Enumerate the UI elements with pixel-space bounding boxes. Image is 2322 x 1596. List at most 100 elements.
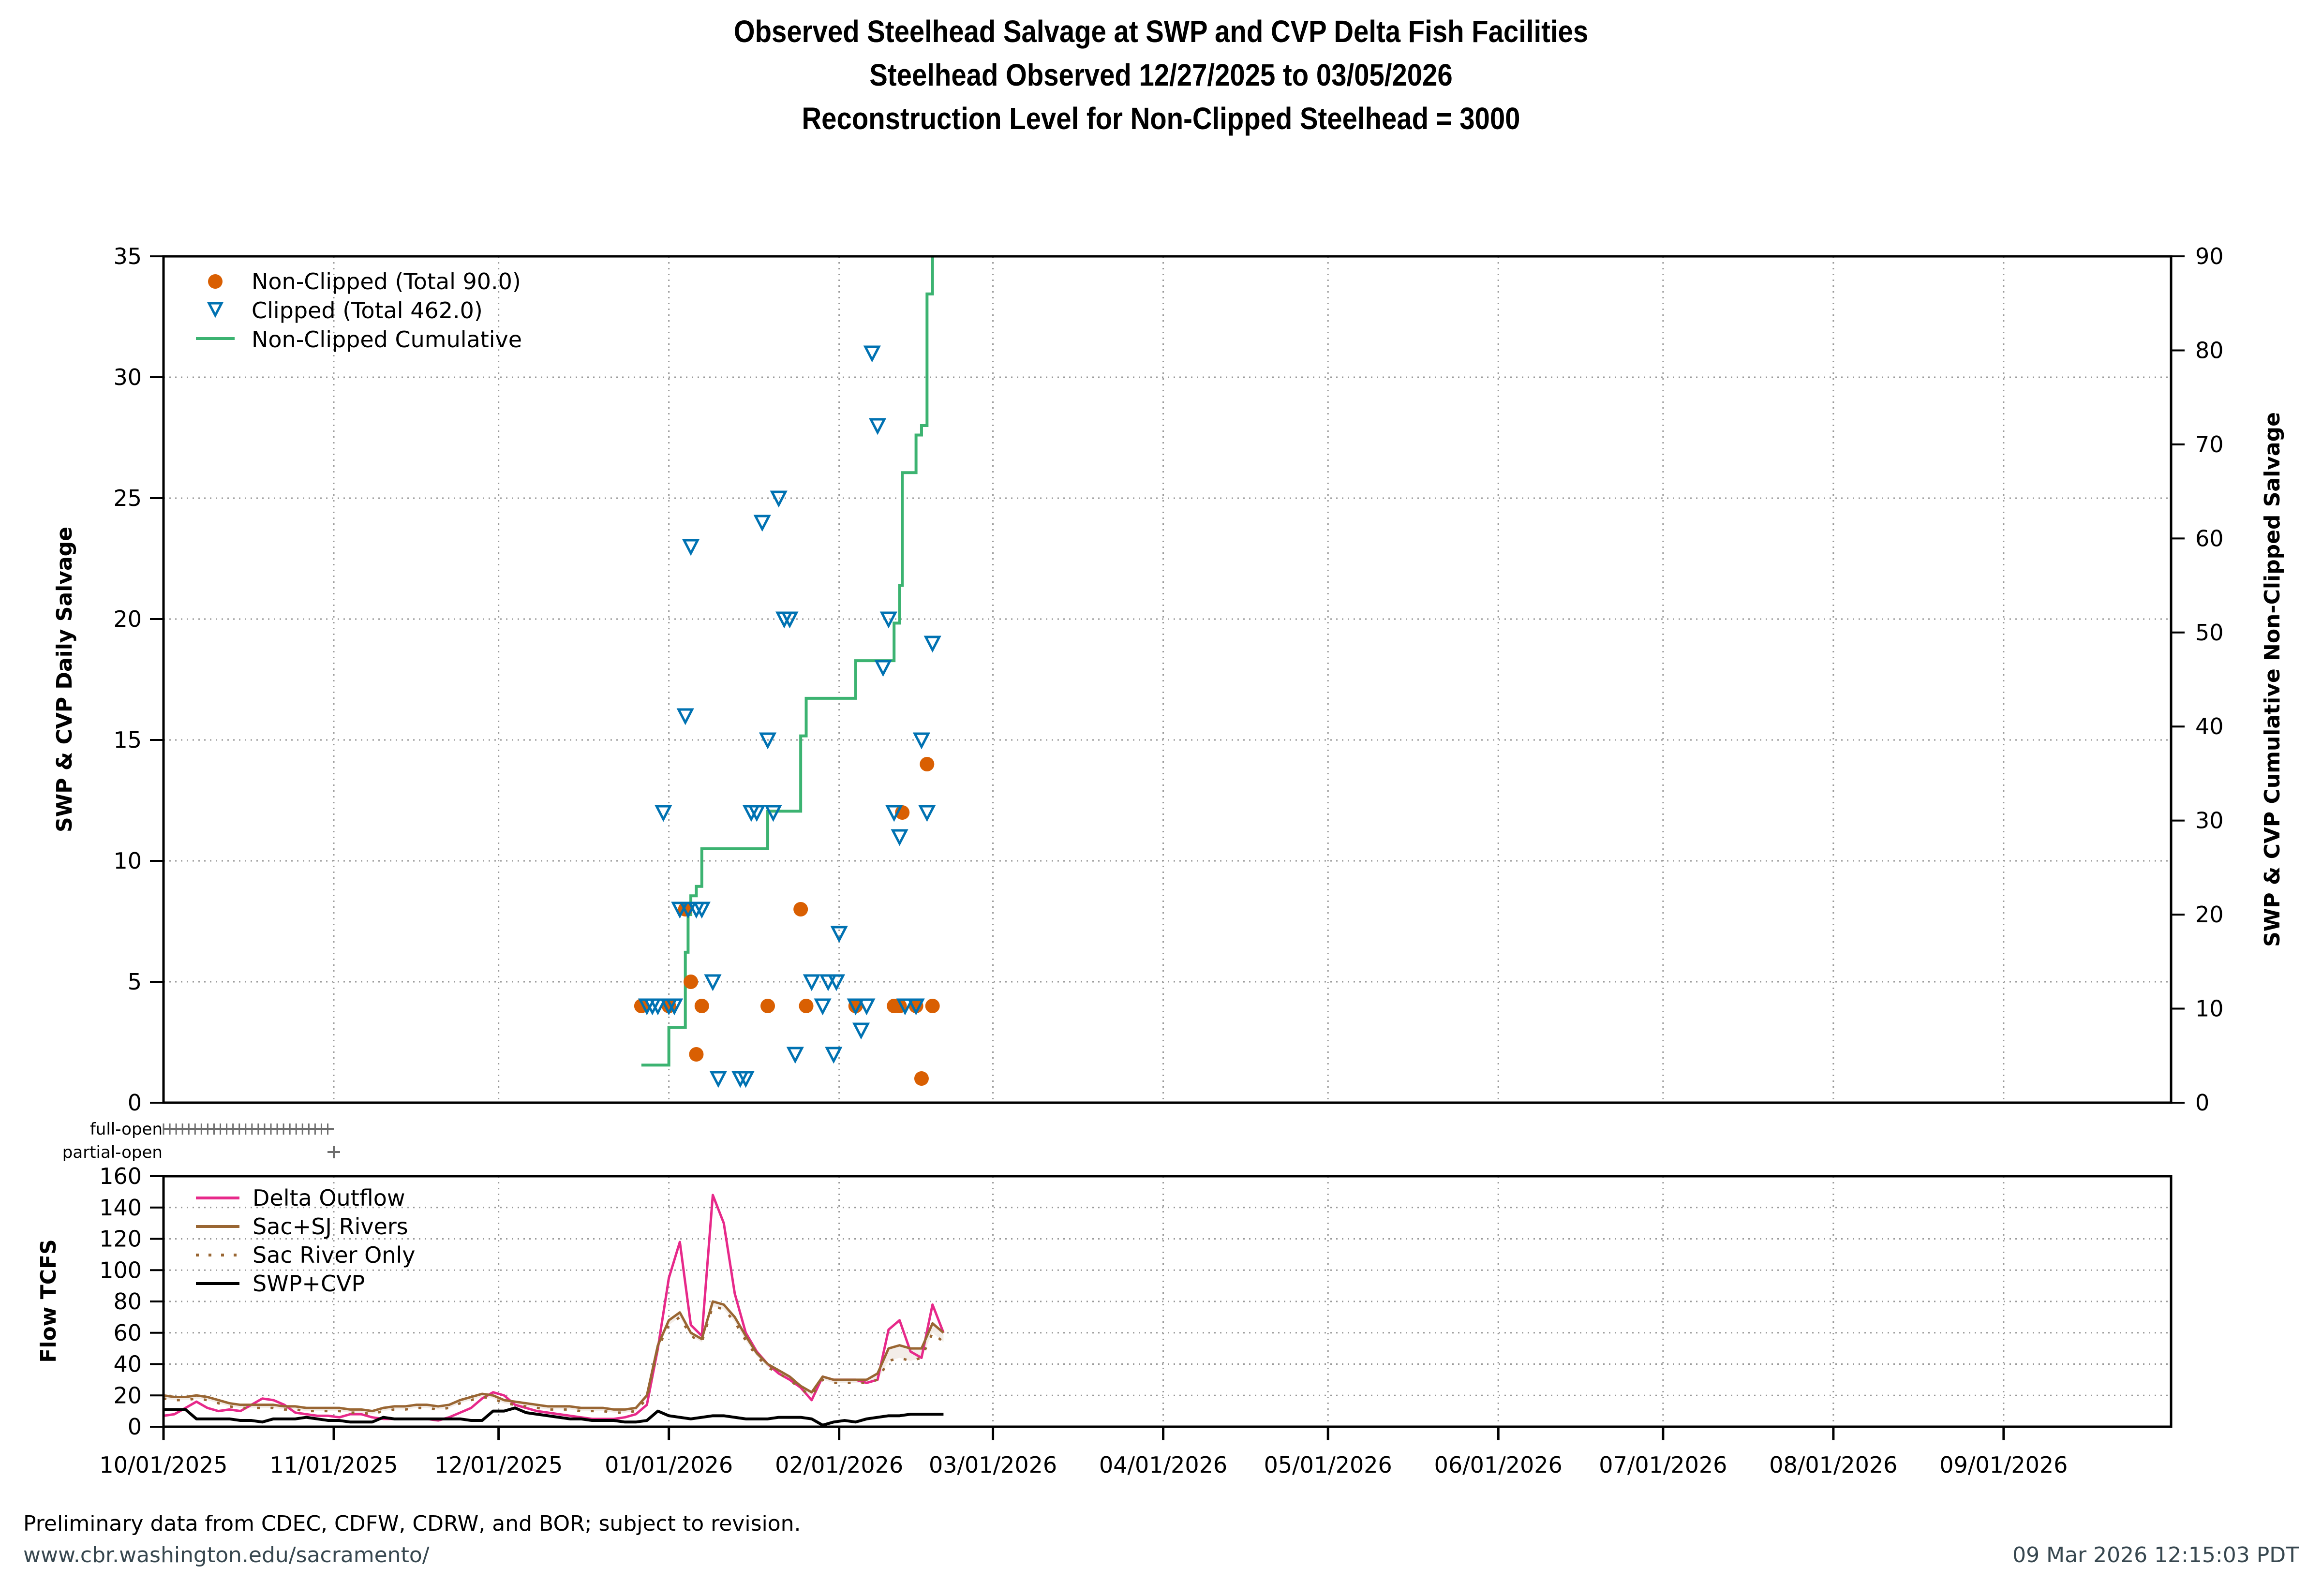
flow-y-tick-label: 100 (99, 1257, 142, 1283)
nonclipped-point (689, 1047, 704, 1062)
flow-y-tick-label: 160 (99, 1163, 142, 1189)
x-tick-label: 07/01/2026 (1599, 1452, 1727, 1478)
clipped-point (869, 418, 887, 435)
clipped-point (786, 1047, 804, 1064)
nonclipped-point (925, 999, 940, 1013)
flow-y-tick-label: 20 (113, 1382, 142, 1408)
y-axis-label-left: SWP & CVP Daily Salvage (52, 527, 77, 832)
nonclipped-point (694, 999, 709, 1013)
x-tick-label: 02/01/2026 (775, 1452, 903, 1478)
legend-clipped-label: Clipped (Total 462.0) (252, 297, 483, 324)
clipped-point (907, 998, 925, 1016)
clipped-point (803, 974, 820, 991)
source-url[interactable]: www.cbr.washington.edu/sacramento/ (23, 1543, 430, 1567)
x-tick-label: 12/01/2025 (434, 1452, 563, 1478)
legend-clipped-marker (207, 302, 224, 318)
x-tick-label: 08/01/2026 (1769, 1452, 1897, 1478)
nonclipped-point (848, 999, 863, 1013)
legend-delta-outflow-label: Delta Outflow (253, 1185, 405, 1211)
clipped-point (770, 490, 788, 508)
clipped-point (671, 901, 689, 919)
y-tick-label: 15 (113, 727, 142, 753)
nonclipped-point (908, 999, 923, 1013)
nonclipped-point (920, 757, 935, 771)
y2-tick-label: 90 (2195, 243, 2224, 269)
legend-cumulative-label: Non-Clipped Cumulative (252, 326, 522, 353)
y2-tick-label: 50 (2195, 620, 2224, 646)
nonclipped-point (684, 975, 699, 989)
legend-sac-only-label: Sac River Only (253, 1242, 415, 1268)
flow-line-swp-cvp (164, 1406, 944, 1427)
clipped-point (649, 998, 667, 1016)
clipped-point (764, 805, 782, 822)
clipped-point (858, 998, 876, 1016)
gate-full-open-label: full-open (90, 1120, 163, 1139)
clipped-point (825, 1047, 843, 1064)
legend-nonclipped-marker (208, 274, 223, 289)
salvage-plot-frame (162, 255, 2173, 1104)
clipped-point (923, 635, 941, 653)
clipped-point (679, 901, 697, 919)
nonclipped-point (914, 1071, 929, 1086)
nonclipped-point (760, 999, 775, 1013)
clipped-point (896, 998, 914, 1016)
salvage-legend: Non-Clipped (Total 90.0) Clipped (Total … (196, 268, 522, 353)
clipped-point (709, 1071, 727, 1088)
y-tick-label: 35 (113, 243, 142, 269)
gate-status-group (163, 1123, 340, 1158)
clipped-point (748, 805, 766, 822)
gate-partial-open-marker (327, 1146, 340, 1158)
y2-tick-label: 0 (2195, 1090, 2209, 1116)
salvage-points-group (634, 345, 941, 1088)
x-tick-label: 05/01/2026 (1264, 1452, 1392, 1478)
clipped-point (753, 515, 771, 532)
clipped-point (852, 1022, 870, 1040)
clipped-point (827, 974, 846, 991)
generated-timestamp: 09 Mar 2026 12:15:03 PDT (2012, 1543, 2299, 1567)
flow-y-tick-label: 80 (113, 1288, 142, 1315)
gate-partial-open-label: partial-open (62, 1143, 163, 1162)
flow-y-tick-label: 40 (113, 1351, 142, 1377)
clipped-point (759, 732, 777, 750)
clipped-point (885, 805, 903, 822)
y2-tick-label: 20 (2195, 901, 2224, 928)
sac-band (164, 1301, 944, 1415)
y2-tick-label: 30 (2195, 808, 2224, 834)
y-axis-label-right: SWP & CVP Cumulative Non-Clipped Salvage (2260, 412, 2285, 947)
flow-y-tick-label: 120 (99, 1226, 142, 1252)
legend-sac-sj-label: Sac+SJ Rivers (253, 1213, 408, 1240)
clipped-point (665, 998, 684, 1016)
clipped-point (781, 611, 799, 629)
flow-line-sac-river-only (163, 1305, 945, 1416)
x-tick-label: 09/01/2026 (1939, 1452, 2068, 1478)
clipped-point (847, 998, 864, 1016)
y-tick-label: 30 (113, 364, 142, 390)
flow-legend: Delta Outflow Sac+SJ Rivers Sac River On… (196, 1185, 415, 1297)
y2-tick-label: 60 (2195, 525, 2224, 551)
x-tick-label: 11/01/2025 (269, 1452, 398, 1478)
clipped-point (819, 974, 837, 991)
clipped-point (693, 901, 711, 919)
chart-title-line-2: Steelhead Observed 12/27/2025 to 03/05/2… (869, 58, 1453, 92)
flow-y-tick-label: 60 (113, 1320, 142, 1346)
y-tick-label: 10 (113, 848, 142, 874)
flow-axis-label: Flow TCFS (36, 1239, 61, 1362)
flow-line-delta-outflow (163, 1194, 945, 1422)
clipped-point (863, 345, 881, 363)
clipped-point (874, 660, 892, 677)
clipped-point (918, 805, 936, 822)
flow-grid (164, 1176, 2171, 1427)
y-tick-label: 5 (128, 969, 142, 995)
y2-tick-label: 70 (2195, 431, 2224, 458)
y2-tick-label: 80 (2195, 337, 2224, 363)
chart-title-line-1: Observed Steelhead Salvage at SWP and CV… (733, 14, 1589, 49)
clipped-point (891, 829, 908, 846)
cumulative-line-group (641, 256, 934, 1067)
axes-group: 10/01/2025 11/01/2025 12/01/2025 01/01/2026… (99, 243, 2223, 1478)
clipped-point (737, 1071, 755, 1088)
clipped-point (879, 611, 897, 629)
x-tick-label: 04/01/2026 (1099, 1452, 1227, 1478)
nonclipped-point (793, 902, 808, 916)
clipped-point (830, 926, 848, 943)
